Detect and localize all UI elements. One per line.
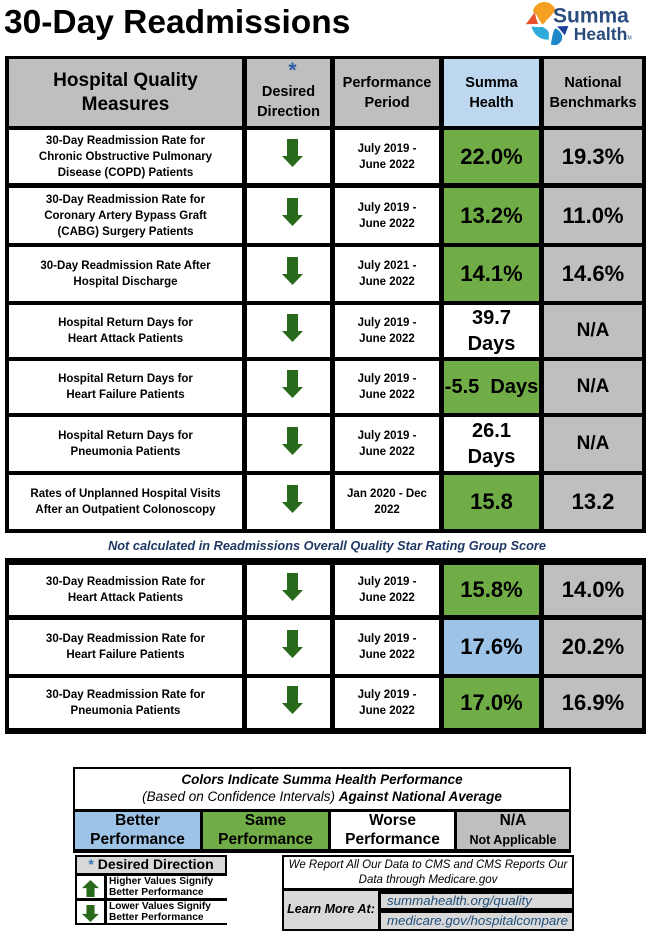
svg-text:TM: TM — [625, 36, 632, 42]
svg-text:Health: Health — [574, 24, 627, 44]
svg-text:Summa: Summa — [553, 4, 629, 27]
